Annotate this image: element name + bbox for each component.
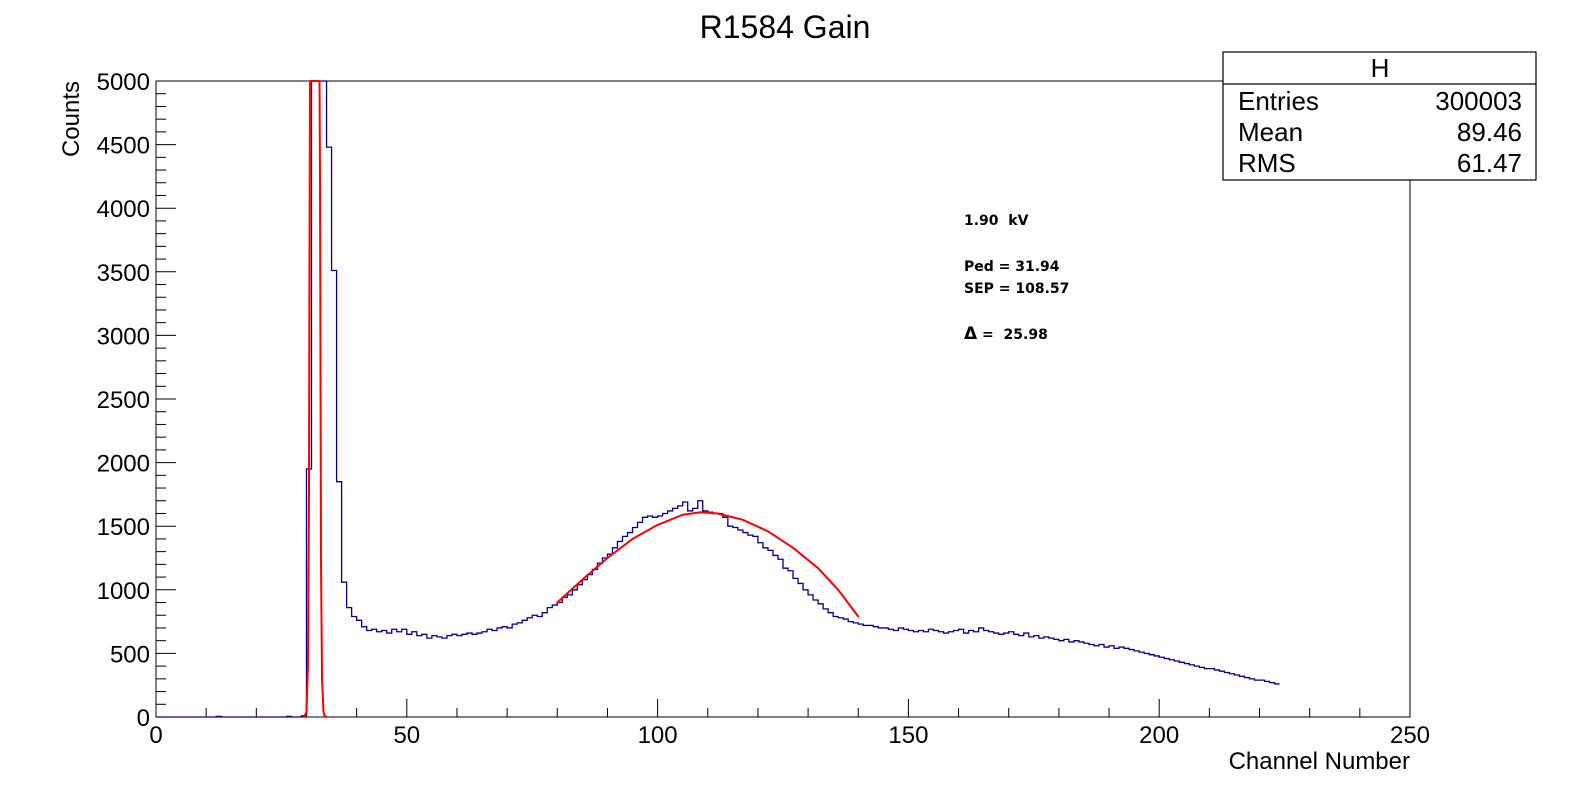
- stats-mean-label: Mean: [1238, 117, 1303, 147]
- y-tick-label: 500: [110, 641, 150, 668]
- y-tick-label: 5000: [97, 69, 150, 96]
- x-tick-label: 50: [393, 722, 420, 749]
- stats-box: H Entries 300003 Mean 89.46 RMS 61.47: [1222, 51, 1537, 181]
- delta-annotation: Δ = 25.98: [964, 324, 1048, 344]
- sep-fit-line: [556, 511, 860, 618]
- chart-title: R1584 Gain: [700, 9, 871, 45]
- x-tick-label: 100: [638, 722, 678, 749]
- sep-annotation: SEP = 108.57: [964, 281, 1069, 297]
- x-tick-label: 250: [1390, 722, 1430, 749]
- y-tick-label: 1500: [97, 514, 150, 541]
- series-layer: [156, 80, 1280, 718]
- stats-box-frame: [1222, 51, 1537, 181]
- x-tick-label: 200: [1139, 722, 1179, 749]
- stats-rms-label: RMS: [1238, 148, 1296, 178]
- y-tick-label: 1000: [97, 578, 150, 605]
- annotations: 1.90 kV Ped = 31.94 SEP = 108.57 Δ = 25.…: [964, 213, 1069, 344]
- y-axis-ticks: [156, 80, 176, 718]
- x-axis-tick-labels: 0 50 100 150 200 250: [149, 722, 1430, 749]
- y-tick-label: 0: [137, 705, 150, 732]
- pedestal-annotation: Ped = 31.94: [964, 259, 1060, 275]
- y-tick-label: 3500: [97, 260, 150, 287]
- x-axis-label: Channel Number: [1229, 748, 1410, 775]
- pedestal-fit-line: [302, 80, 328, 718]
- x-axis-ticks: [155, 699, 1411, 717]
- stats-entries-label: Entries: [1238, 86, 1319, 116]
- y-tick-label: 4500: [97, 133, 150, 160]
- stats-entries-value: 300003: [1435, 86, 1522, 116]
- x-tick-label: 0: [149, 722, 162, 749]
- histogram-series: [156, 80, 1280, 718]
- y-tick-label: 4000: [97, 196, 150, 223]
- stats-box-title: H: [1371, 53, 1390, 83]
- delta-symbol: Δ: [964, 324, 978, 344]
- y-tick-label: 2500: [97, 387, 150, 414]
- stats-rms-value: 61.47: [1457, 148, 1522, 178]
- y-axis-label: Counts: [58, 81, 85, 157]
- y-tick-label: 2000: [97, 451, 150, 478]
- voltage-annotation: 1.90 kV: [964, 213, 1029, 229]
- y-tick-label: 3000: [97, 323, 150, 350]
- stats-mean-value: 89.46: [1457, 117, 1522, 147]
- y-axis-tick-labels: 0 500 1000 1500 2000 2500 3000 3500 4000 4500 5000: [97, 69, 150, 732]
- plot-frame: [155, 80, 1411, 718]
- x-tick-label: 150: [888, 722, 928, 749]
- delta-value: = 25.98: [977, 327, 1048, 343]
